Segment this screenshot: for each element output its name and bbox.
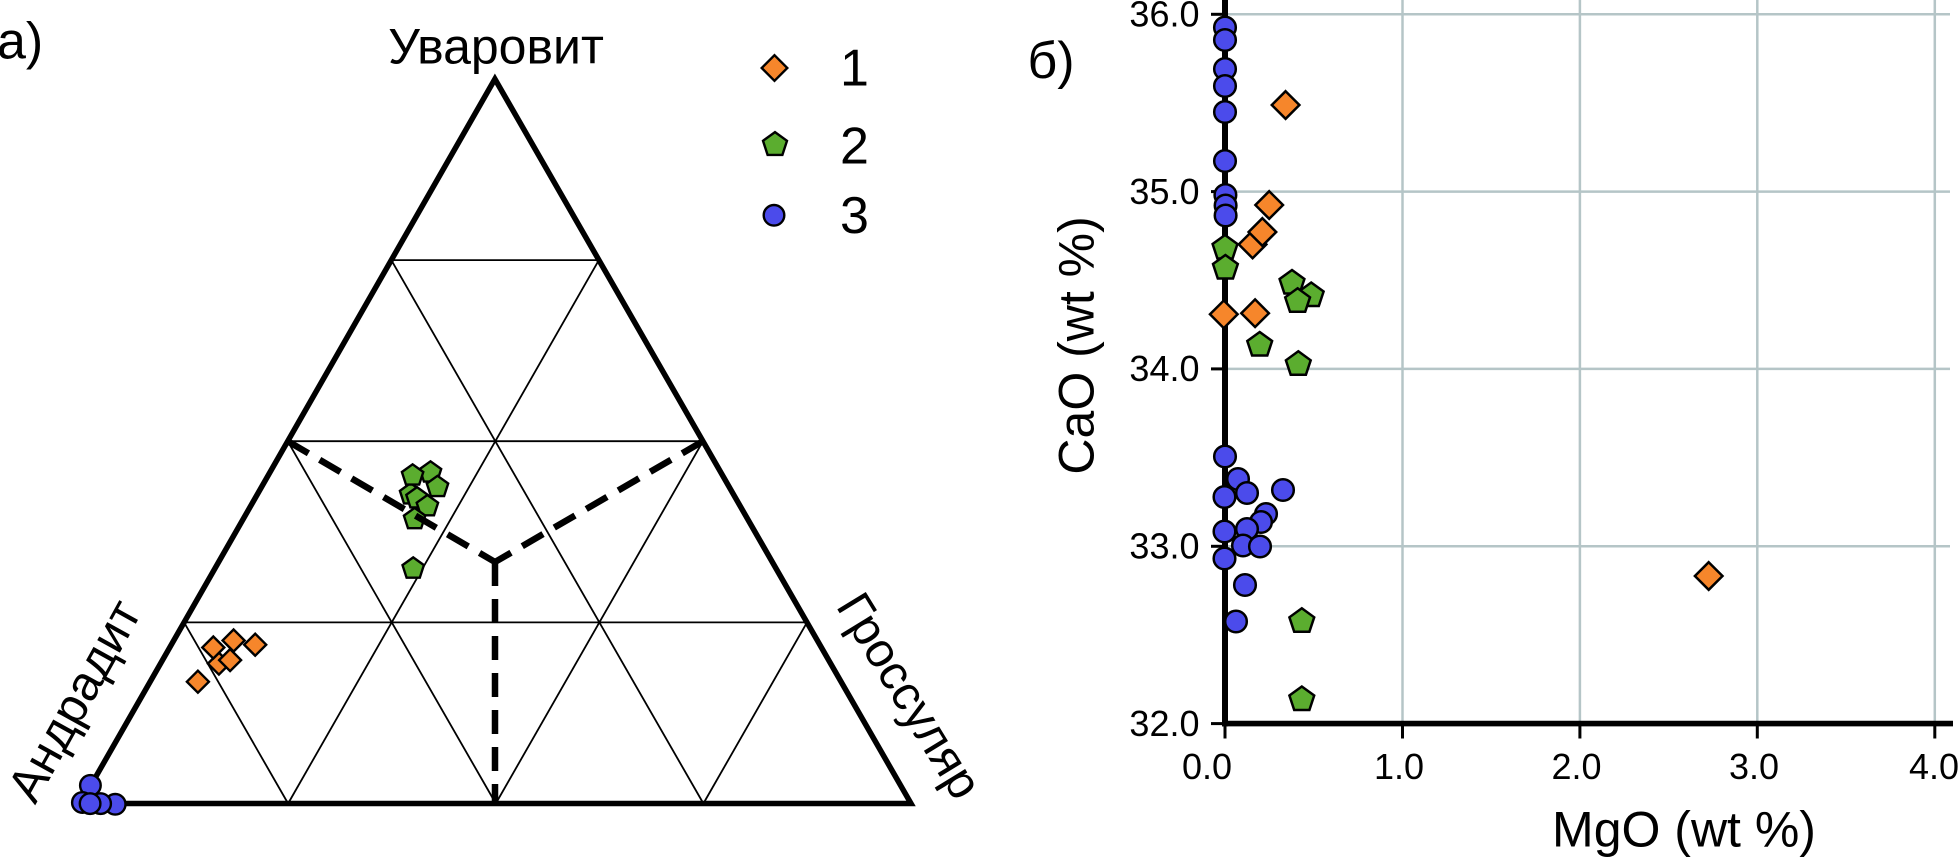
svg-text:MgO (wt %): MgO (wt %) — [1552, 802, 1816, 858]
svg-text:1.0: 1.0 — [1374, 746, 1424, 787]
svg-text:3: 3 — [840, 187, 869, 245]
svg-text:1: 1 — [840, 40, 869, 98]
svg-text:4.0: 4.0 — [1909, 746, 1959, 787]
svg-text:2: 2 — [840, 118, 869, 176]
svg-text:36.0: 36.0 — [1129, 0, 1199, 35]
svg-text:б): б) — [1028, 32, 1075, 90]
svg-text:33.0: 33.0 — [1129, 526, 1199, 567]
svg-text:2.0: 2.0 — [1551, 746, 1601, 787]
svg-text:3.0: 3.0 — [1729, 746, 1779, 787]
svg-text:Уваровит: Уваровит — [388, 19, 604, 75]
svg-text:CaO (wt %): CaO (wt %) — [1049, 216, 1105, 474]
svg-text:0.0: 0.0 — [1182, 746, 1232, 787]
svg-text:35.0: 35.0 — [1129, 171, 1199, 212]
svg-text:34.0: 34.0 — [1129, 348, 1199, 389]
svg-text:а): а) — [0, 13, 43, 71]
svg-text:32.0: 32.0 — [1129, 703, 1199, 744]
